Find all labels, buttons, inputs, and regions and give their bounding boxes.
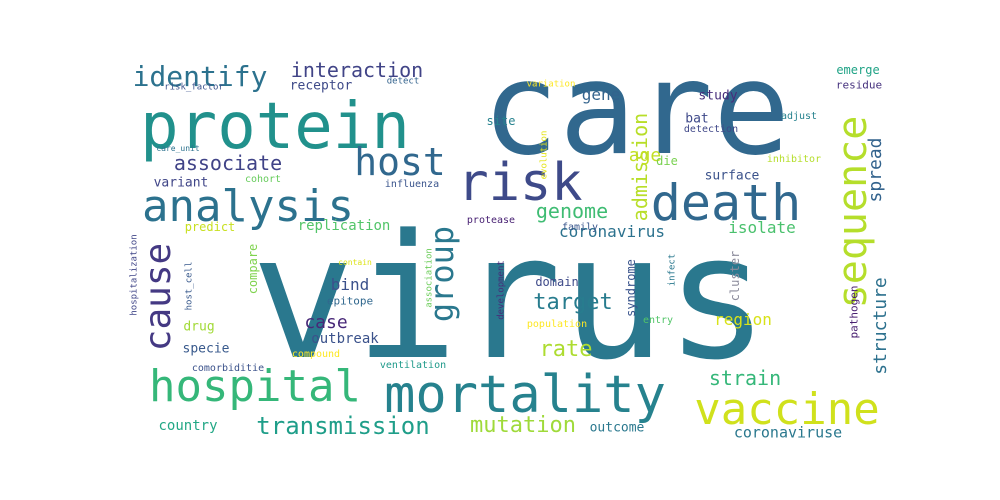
word-site: site [486,114,516,128]
word-host: host [354,140,446,184]
word-isolate: isolate [728,218,796,237]
word-detection: detection [683,124,739,135]
word-evolution: evolution [539,130,550,180]
word-coronavirus: coronavirus [559,222,665,241]
word-variation: variation [526,79,576,90]
word-population: population [526,319,588,330]
word-cause: cause [138,242,179,352]
word-protein: protein [140,90,410,164]
word-surface: surface [704,168,760,184]
word-emerge: emerge [836,63,880,77]
word-pathogen: pathogen [847,285,861,339]
word-virus: virus [251,197,769,398]
word-structure: structure [870,277,891,375]
word-coronaviruse: coronaviruse [733,423,843,442]
word-adjust: adjust [780,111,818,122]
word-bind: bind [330,275,370,294]
word-death: death [650,174,802,232]
word-contain: contain [338,258,372,267]
word-inhibitor: inhibitor [766,154,822,165]
word-protease: protease [466,215,516,226]
word-rate: rate [539,337,593,362]
word-detect: detect [386,76,420,87]
word-influenza: influenza [384,179,440,190]
word-specie: specie [182,341,230,357]
word-target: target [533,290,613,315]
word-epitope: epitope [326,294,374,308]
word-ventilation: ventilation [379,360,447,371]
word-transmission: transmission [256,412,430,440]
word-family: family [561,222,599,233]
word-replication: replication [297,218,391,234]
word-genome: genome [535,199,609,223]
word-cluster: cluster [728,250,742,302]
word-die: die [656,154,678,168]
word-variant: variant [153,175,209,191]
word-association: association [424,248,435,308]
word-comorbiditie: comorbiditie [191,363,265,374]
word-hospitalization: hospitalization [129,234,140,316]
word-gene: gene [581,85,621,104]
word-study: study [698,88,738,104]
word-associate: associate [173,151,283,175]
word-receptor: receptor [289,78,353,94]
word-outbreak: outbreak [311,331,379,347]
word-residue: residue [835,78,883,92]
word-hospital: hospital [149,361,361,412]
word-outcome: outcome [589,420,645,436]
word-entry: entry [642,315,674,326]
word-country: country [158,418,218,434]
word-risk-factor: risk_factor [164,82,224,93]
word-compare: compare [246,243,260,295]
word-case: case [304,312,348,333]
word-domain: domain [535,275,579,289]
word-infect: infect [667,253,678,287]
word-mortality: mortality [384,365,666,425]
word-host-cell: host_cell [184,261,195,311]
word-admission: admission [628,112,652,222]
word-predict: predict [184,220,236,234]
word-compound: compound [291,349,341,360]
word-spread: spread [865,137,886,203]
word-strain: strain [708,366,782,390]
word-identify: identify [132,60,268,93]
word-interaction: interaction [290,58,424,82]
word-mutation: mutation [470,413,576,438]
word-drug: drug [183,319,215,335]
word-risk: risk [457,153,583,213]
word-vaccine: vaccine [694,384,880,435]
word-region: region [714,310,772,329]
word-cohort: cohort [244,174,282,185]
word-analysis: analysis [142,181,354,232]
word-age: age [628,145,662,166]
word-bat: bat [685,111,709,127]
word-syndrome: syndrome [624,259,638,317]
word-care: care [481,35,791,184]
word-development: development [496,260,507,320]
word-care-unit: care_unit [156,144,200,153]
